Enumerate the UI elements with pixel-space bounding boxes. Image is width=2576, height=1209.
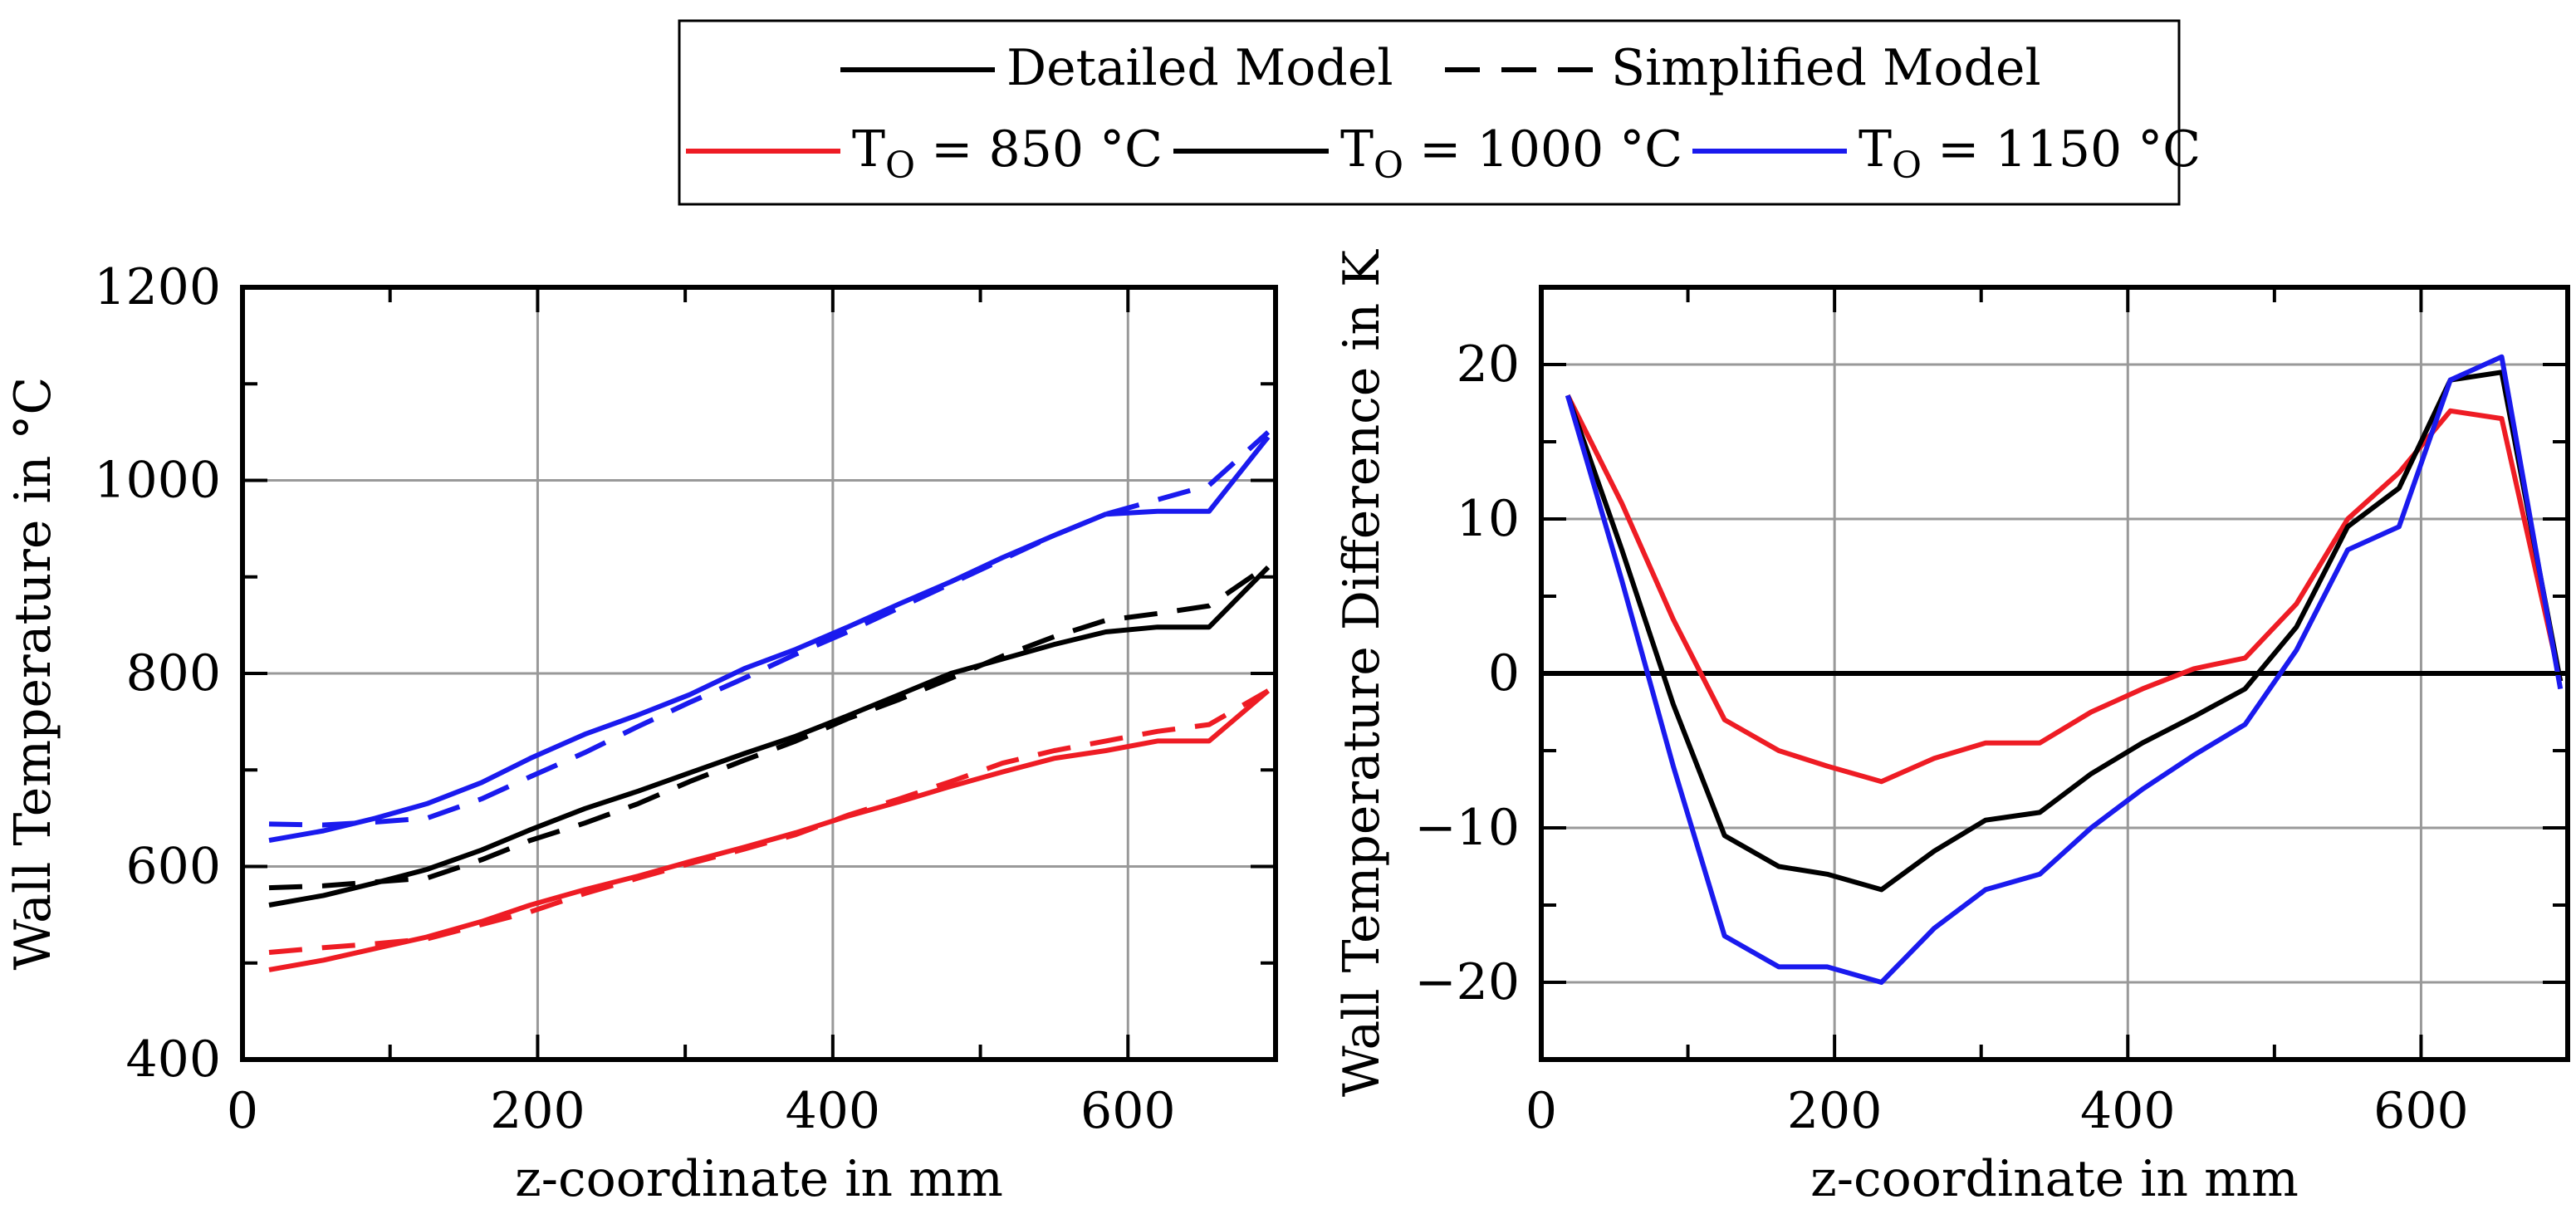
- legend-detailed-label: Detailed Model: [1006, 39, 1393, 97]
- series-line-5: [268, 430, 1271, 828]
- x-tick-label: 600: [2373, 1082, 2469, 1140]
- x-tick-label: 0: [1526, 1082, 1557, 1140]
- x-tick-label: 200: [1787, 1082, 1883, 1140]
- y-axis-label: Wall Temperature in °C: [4, 377, 62, 971]
- legend: Detailed Model Simplified Model TO = 850…: [678, 19, 2201, 206]
- series-line-0: [268, 688, 1271, 972]
- series-line-1: [268, 688, 1270, 955]
- series-line-2: [1565, 354, 2564, 985]
- legend-1000-label: TO = 1000 °C: [1340, 120, 1682, 187]
- x-tick-label: 400: [2080, 1082, 2176, 1140]
- y-tick-label: 10: [1457, 490, 1520, 548]
- series-line-3: [268, 563, 1270, 891]
- series-line-2: [268, 565, 1271, 908]
- x-tick-label: 200: [490, 1082, 585, 1140]
- wall-temperature-difference-chart: 0 200 400 600 −20 −10 0 10 20 z-coordinate in mm…: [1333, 249, 2570, 1208]
- x-axis-label: z-coordinate in mm: [515, 1150, 1003, 1208]
- y-tick-label: 20: [1457, 335, 1520, 394]
- y-tick-label: 600: [125, 838, 221, 896]
- y-tick-label: 1000: [94, 452, 221, 510]
- x-tick-label: 0: [227, 1082, 258, 1140]
- x-axis-label: z-coordinate in mm: [1810, 1150, 2299, 1208]
- y-tick-label: −20: [1414, 953, 1520, 1011]
- series-line-4: [268, 435, 1271, 844]
- x-tick-label: 600: [1080, 1082, 1176, 1140]
- y-tick-label: 400: [125, 1030, 221, 1089]
- y-tick-label: 800: [125, 644, 221, 702]
- legend-1150-label: TO = 1150 °C: [1859, 120, 2201, 187]
- legend-simplified-label: Simplified Model: [1611, 39, 2041, 97]
- y-axis-label: Wall Temperature Difference in K: [1333, 249, 1391, 1097]
- wall-temperature-chart: 0 200 400 600 400 600 800 1000 1200 z-coordinate…: [4, 258, 1278, 1208]
- y-tick-label: 0: [1488, 644, 1520, 702]
- series-line-1: [1565, 370, 2564, 893]
- legend-850-label: TO = 850 °C: [852, 120, 1163, 187]
- x-tick-label: 400: [786, 1082, 881, 1140]
- y-tick-label: −10: [1414, 799, 1520, 857]
- y-tick-label: 1200: [94, 258, 221, 316]
- series-line-0: [1565, 394, 2564, 785]
- legend-box: [678, 19, 2181, 206]
